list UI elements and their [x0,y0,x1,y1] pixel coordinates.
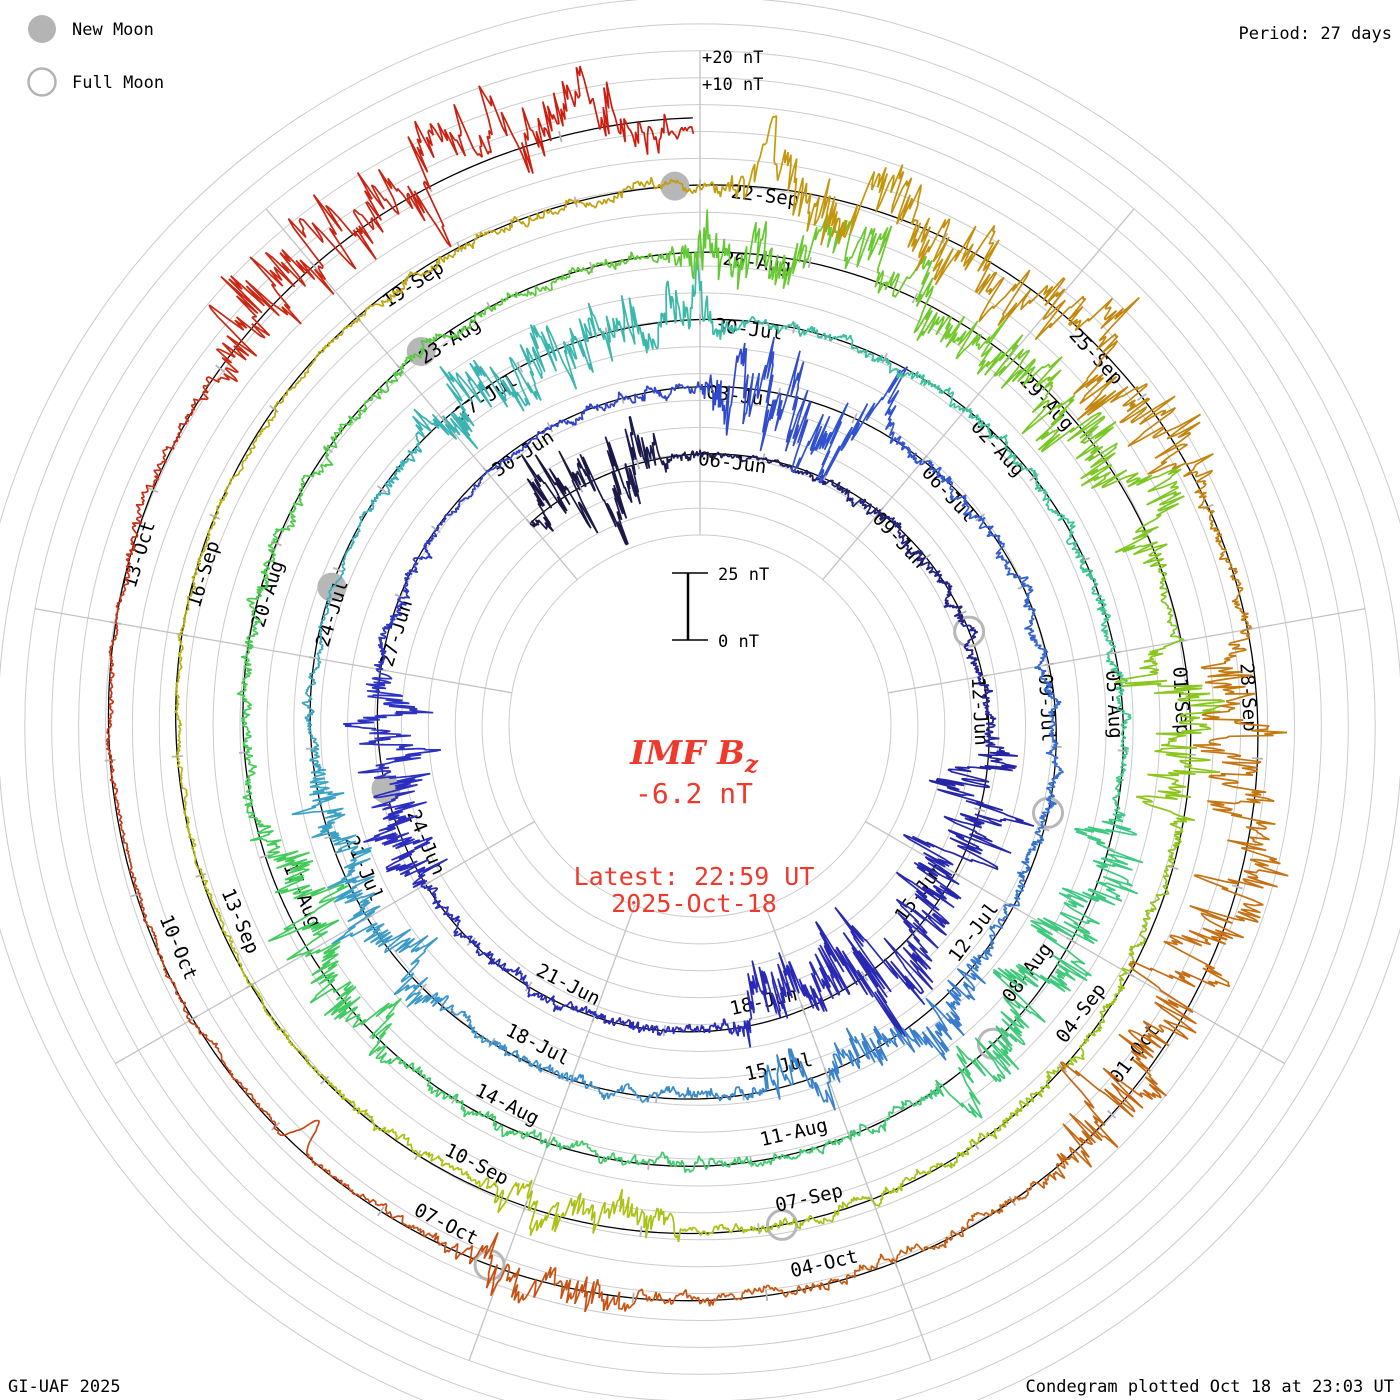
new-moon-icon [28,15,56,43]
scale-bar-min-label: 0 nT [718,632,759,652]
ring-date-label: 04-Oct [788,1245,860,1282]
axis-plus20-label: +20 nT [702,48,763,68]
ring-date-label: 13-Sep [217,885,264,957]
legend-full-moon-label: Full Moon [72,73,164,93]
axis-plus10-label: +10 nT [702,75,763,95]
full-moon-marker [953,615,986,648]
ring-date-label: 11-Aug [758,1114,830,1151]
ring-date-label: 10-Oct [155,912,202,984]
ring-date-label: 05-Aug [1101,669,1127,739]
latest-time-label: Latest: 22:59 UT [574,862,815,891]
legend-new-moon-label: New Moon [72,20,154,40]
new-moon-marker [371,774,401,804]
legend: New Moon Full Moon [27,15,164,97]
moon-phase-markers [317,171,1065,1281]
ring-date-label: 02-Aug [966,416,1029,481]
latest-date-label: 2025-Oct-18 [611,889,777,918]
ring-date-label: 13-Oct [119,519,160,591]
ring-date-labels: 06-Jun03-Jul30-Jul26-Aug22-Sep09-Jun06-J… [119,181,1261,1282]
ring-date-label: 14-Aug [472,1079,543,1130]
new-moon-marker [660,171,690,201]
credit-label: GI-UAF 2025 [8,1377,121,1397]
plotted-timestamp: Condegram plotted Oct 18 at 23:03 UT [1026,1377,1394,1397]
scale-bar-max-label: 25 nT [718,565,769,585]
bz-trace-spiral [105,65,1289,1313]
baseline-spiral [107,117,1259,1302]
ring-date-label: 21-Jun [533,959,604,1010]
full-moon-icon [27,67,57,97]
imf-bz-title: IMF Bz [629,733,759,778]
period-label: Period: 27 days [1238,24,1392,44]
ring-date-label: 29-Aug [1015,370,1078,435]
nt-scale-bar: 25 nT 0 nT [672,565,769,652]
center-readout: IMF Bz -6.2 nT Latest: 22:59 UT 2025-Oct… [574,733,815,918]
imf-bz-value: -6.2 nT [635,777,753,810]
